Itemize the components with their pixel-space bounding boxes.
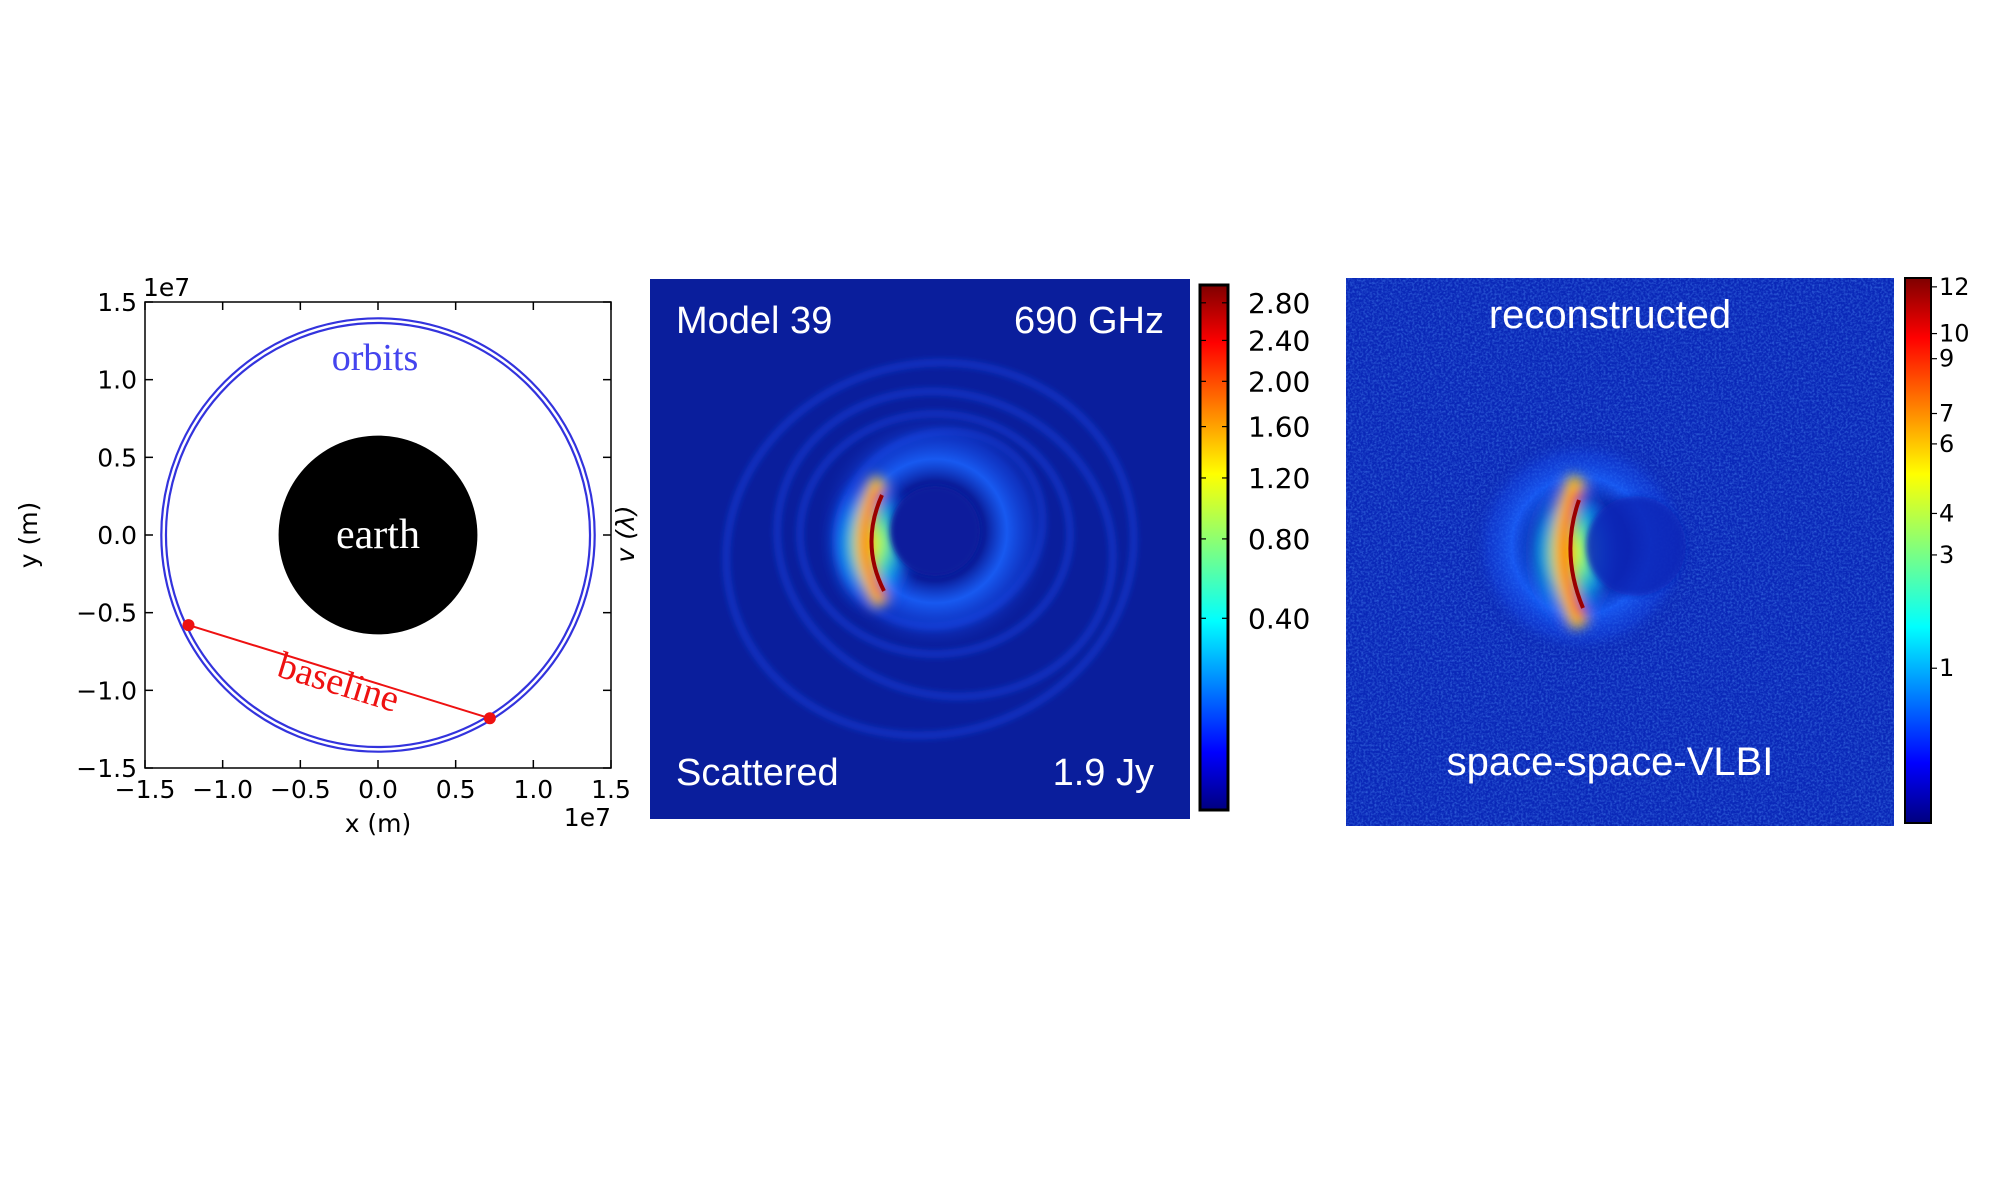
- x-tick-label: −1.5: [115, 775, 176, 804]
- y-tick-label: −1.0: [76, 676, 137, 705]
- orbits-label: orbits: [332, 337, 419, 379]
- reconstructed-image-panel: reconstructed space-space-VLBI: [1346, 278, 1894, 826]
- orbit-ring-1: [164, 321, 592, 749]
- y-tick-label: 0.5: [97, 443, 137, 472]
- baseline-endpoint-1: [182, 619, 195, 632]
- x-tick-label: 0.0: [358, 775, 398, 804]
- earth-label: earth: [336, 512, 420, 558]
- recon-crescent-core: [1568, 499, 1585, 609]
- baseline-endpoint-2: [483, 712, 496, 725]
- y-tick-label: −1.5: [76, 754, 137, 783]
- model-flux: 1.9 Jy: [1053, 752, 1154, 794]
- model-crescent-core: [869, 494, 886, 592]
- model-colorbar-tick-label: 2.80: [1248, 287, 1310, 320]
- recon-colorbar-tick-label: 4: [1939, 499, 1954, 527]
- x-tick-label: 0.5: [436, 775, 476, 804]
- recon-colorbar-tick-label: 3: [1939, 541, 1954, 569]
- y-tick-label: 0.0: [97, 521, 137, 550]
- y-tick-label: 1.5: [97, 288, 137, 317]
- recon-colorbar-bar: [1904, 277, 1932, 824]
- y-scale-label: 1e7: [143, 273, 190, 302]
- model-colorbar-ticks: 2.80 2.40 2.00 1.60 1.20 0.80 0.40: [1200, 287, 1310, 635]
- recon-colorbar-tick-label: 12: [1939, 273, 1970, 301]
- recon-colorbar-tick-label: 9: [1939, 345, 1954, 373]
- x-tick-label: 1.5: [591, 775, 631, 804]
- model-title: Model 39: [676, 300, 832, 342]
- model-colorbar: 2.80 2.40 2.00 1.60 1.20 0.80 0.40: [1198, 283, 1310, 812]
- recon-colorbar-tick-label: 1: [1939, 654, 1954, 682]
- x-tick-label: −1.0: [192, 775, 253, 804]
- orbit-plot-ticks: −1.5 −1.0 −0.5 0.0 0.5 1.0 1.5 1.5 1.0 0.5 0.0 −0.5…: [76, 288, 631, 804]
- model-colorbar-tick-label: 2.40: [1248, 324, 1310, 357]
- orbit-plot-panel: −1.5 −1.0 −0.5 0.0 0.5 1.0 1.5 1.5 1.0 0.5 0.0 −0.5…: [14, 273, 631, 838]
- recon-subtitle: space-space-VLBI: [1447, 740, 1774, 784]
- x-tick-label: −0.5: [270, 775, 331, 804]
- recon-colorbar-tick-label: 6: [1939, 430, 1954, 458]
- baseline-line: [188, 624, 491, 720]
- model-image-panel: Model 39 690 GHz Scattered 1.9 Jy v (λ): [611, 279, 1190, 819]
- model-colorbar-bar: [1198, 283, 1230, 812]
- x-tick-label: 1.0: [513, 775, 553, 804]
- y-axis-label: y (m): [14, 502, 43, 569]
- y-tick-label: 1.0: [97, 366, 137, 395]
- model-scattering: Scattered: [676, 752, 839, 794]
- recon-colorbar-tick-label: 7: [1939, 400, 1954, 428]
- model-shadow: [890, 486, 980, 576]
- x-axis-label: x (m): [345, 809, 412, 838]
- model-frequency: 690 GHz: [1014, 300, 1164, 342]
- recon-shadow: [1586, 496, 1686, 596]
- model-colorbar-tick-label: 1.60: [1248, 411, 1310, 444]
- model-colorbar-tick-label: 2.00: [1248, 365, 1310, 398]
- earth-disk: [278, 435, 478, 635]
- x-scale-label: 1e7: [564, 803, 611, 832]
- y-tick-label: −0.5: [76, 599, 137, 628]
- model-colorbar-tick-label: 0.40: [1248, 602, 1310, 635]
- recon-colorbar-tick-label: 10: [1939, 320, 1970, 348]
- model-colorbar-tick-label: 0.80: [1248, 523, 1310, 556]
- recon-title: reconstructed: [1489, 293, 1731, 337]
- model-colorbar-tick-label: 1.20: [1248, 462, 1310, 495]
- model-side-axis-label: v (λ): [611, 505, 640, 562]
- orbit-plot-content: [160, 317, 596, 753]
- orbit-ring-2: [160, 317, 596, 753]
